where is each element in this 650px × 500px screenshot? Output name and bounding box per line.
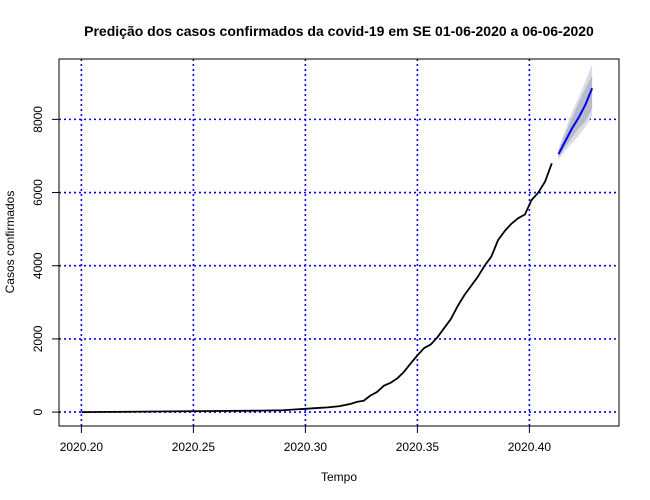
grid (59, 59, 619, 426)
y-tick-label-1: 2000 (31, 325, 45, 352)
x-tick-label-2: 2020.30 (284, 440, 328, 454)
plot-frame (58, 58, 620, 427)
x-tick-label-1: 2020.25 (172, 440, 216, 454)
x-tick-label-4: 2020.40 (508, 440, 552, 454)
chart-title: Predição dos casos confirmados da covid-… (84, 23, 594, 39)
x-axis-label: Tempo (321, 470, 357, 484)
series-line-0 (81, 162, 553, 413)
x-tick-label-0: 2020.20 (60, 440, 104, 454)
series-line-1 (557, 87, 594, 155)
x-tick-label-3: 2020.35 (396, 440, 440, 454)
y-tick-label-0: 0 (31, 408, 45, 415)
axes: 2020.20 2020.25 2020.30 2020.35 2020.40 0 2000… (31, 106, 551, 454)
y-axis-label: Casos confirmados (3, 191, 17, 294)
y-tick-label-3: 6000 (31, 179, 45, 206)
y-tick-label-4: 8000 (31, 106, 45, 133)
series-lines (81, 87, 594, 413)
y-tick-label-2: 4000 (31, 252, 45, 279)
